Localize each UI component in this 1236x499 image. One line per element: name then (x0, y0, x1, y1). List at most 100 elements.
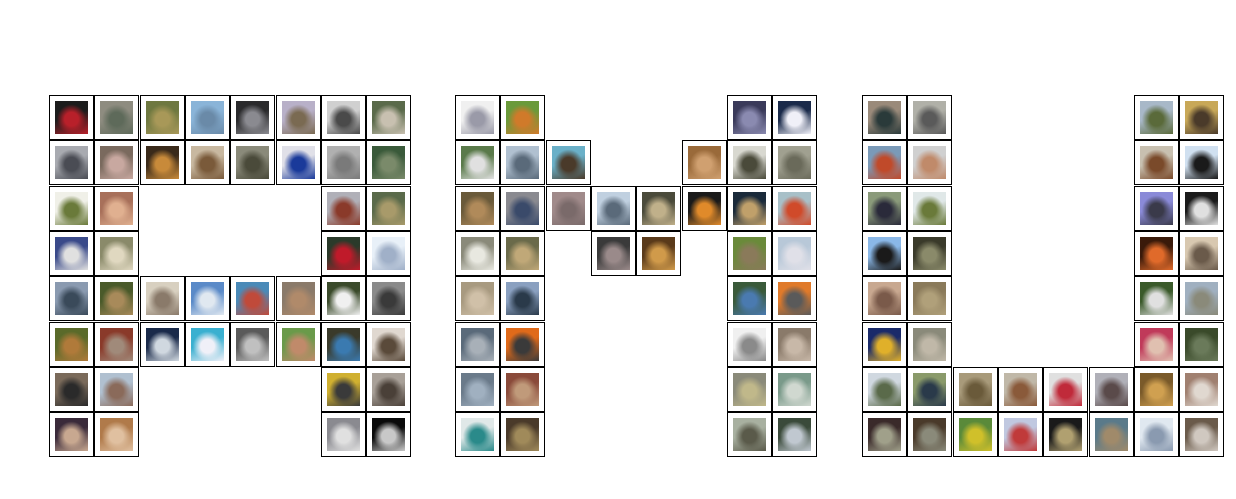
thumbnail-cell (49, 276, 94, 321)
thumbnail-image (778, 328, 811, 361)
thumbnail-image (146, 328, 179, 361)
thumbnail-image (1185, 373, 1218, 406)
thumbnail-cell (546, 186, 591, 231)
thumbnail-cell (1134, 367, 1179, 412)
thumbnail-cell (500, 95, 545, 140)
thumbnail-image (1049, 418, 1082, 451)
thumbnail-image (1185, 101, 1218, 134)
thumbnail-image (778, 146, 811, 179)
thumbnail-image (327, 328, 360, 361)
thumbnail-cell (591, 231, 636, 276)
thumbnail-cell (1134, 412, 1179, 457)
thumbnail-cell (366, 140, 411, 185)
thumbnail-image (913, 101, 946, 134)
thumbnail-image (778, 418, 811, 451)
thumbnail-cell (366, 95, 411, 140)
thumbnail-cell (94, 412, 139, 457)
thumbnail-cell (1134, 140, 1179, 185)
thumbnail-cell (862, 322, 907, 367)
thumbnail-image (506, 328, 539, 361)
thumbnail-cell (230, 276, 275, 321)
thumbnail-cell (230, 322, 275, 367)
thumbnail-cell (772, 367, 817, 412)
thumbnail-image (191, 282, 224, 315)
thumbnail-image (1004, 373, 1037, 406)
thumbnail-image (506, 146, 539, 179)
thumbnail-cell (682, 140, 727, 185)
thumbnail-image (100, 328, 133, 361)
thumbnail-image (868, 146, 901, 179)
thumbnail-cell (1134, 231, 1179, 276)
thumbnail-image (282, 146, 315, 179)
thumbnail-cell (1179, 186, 1224, 231)
thumbnail-cell (500, 186, 545, 231)
thumbnail-cell (366, 186, 411, 231)
thumbnail-cell (49, 322, 94, 367)
thumbnail-cell (772, 276, 817, 321)
thumbnail-cell (862, 412, 907, 457)
thumbnail-image (1004, 418, 1037, 451)
thumbnail-cell (1179, 322, 1224, 367)
thumbnail-image (778, 282, 811, 315)
thumbnail-image (913, 328, 946, 361)
thumbnail-image (733, 328, 766, 361)
thumbnail-image (461, 237, 494, 270)
thumbnail-image (1140, 418, 1173, 451)
thumbnail-cell (772, 322, 817, 367)
thumbnail-image (327, 146, 360, 179)
thumbnail-cell (727, 367, 772, 412)
thumbnail-cell (1043, 367, 1088, 412)
thumbnail-cell (94, 95, 139, 140)
thumbnail-image (55, 237, 88, 270)
thumbnail-image (506, 373, 539, 406)
thumbnail-image (1185, 418, 1218, 451)
thumbnail-image (1140, 146, 1173, 179)
thumbnail-image (868, 101, 901, 134)
thumbnail-image (688, 146, 721, 179)
thumbnail-image (461, 328, 494, 361)
thumbnail-image (236, 282, 269, 315)
thumbnail-cell (998, 412, 1043, 457)
thumbnail-image (282, 328, 315, 361)
thumbnail-cell (1043, 412, 1088, 457)
thumbnail-cell (772, 140, 817, 185)
thumbnail-cell (276, 276, 321, 321)
thumbnail-image (868, 418, 901, 451)
thumbnail-cell (772, 231, 817, 276)
thumbnail-image (100, 192, 133, 225)
thumbnail-cell (862, 231, 907, 276)
thumbnail-image (913, 192, 946, 225)
thumbnail-cell (94, 186, 139, 231)
thumbnail-cell (500, 322, 545, 367)
thumbnail-image (1185, 192, 1218, 225)
thumbnail-cell (94, 322, 139, 367)
thumbnail-image (327, 101, 360, 134)
thumbnail-cell (862, 186, 907, 231)
thumbnail-cell (727, 276, 772, 321)
thumbnail-image (461, 282, 494, 315)
thumbnail-cell (455, 231, 500, 276)
thumbnail-cell (727, 140, 772, 185)
thumbnail-image (236, 328, 269, 361)
thumbnail-cell (321, 140, 366, 185)
thumbnail-image (778, 101, 811, 134)
thumbnail-image (372, 418, 405, 451)
thumbnail-cell (998, 367, 1043, 412)
thumbnail-cell (1089, 412, 1134, 457)
thumbnail-cell (49, 186, 94, 231)
thumbnail-cell (455, 186, 500, 231)
thumbnail-cell (366, 231, 411, 276)
thumbnail-image (55, 373, 88, 406)
thumbnail-cell (1089, 367, 1134, 412)
thumbnail-cell (185, 140, 230, 185)
thumbnail-cell (1134, 95, 1179, 140)
thumbnail-image (733, 373, 766, 406)
thumbnail-cell (1134, 322, 1179, 367)
thumbnail-cell (500, 276, 545, 321)
thumbnail-image (1185, 237, 1218, 270)
thumbnail-image (236, 146, 269, 179)
thumbnail-image (55, 101, 88, 134)
thumbnail-cell (862, 95, 907, 140)
thumbnail-image (959, 373, 992, 406)
thumbnail-image (642, 237, 675, 270)
